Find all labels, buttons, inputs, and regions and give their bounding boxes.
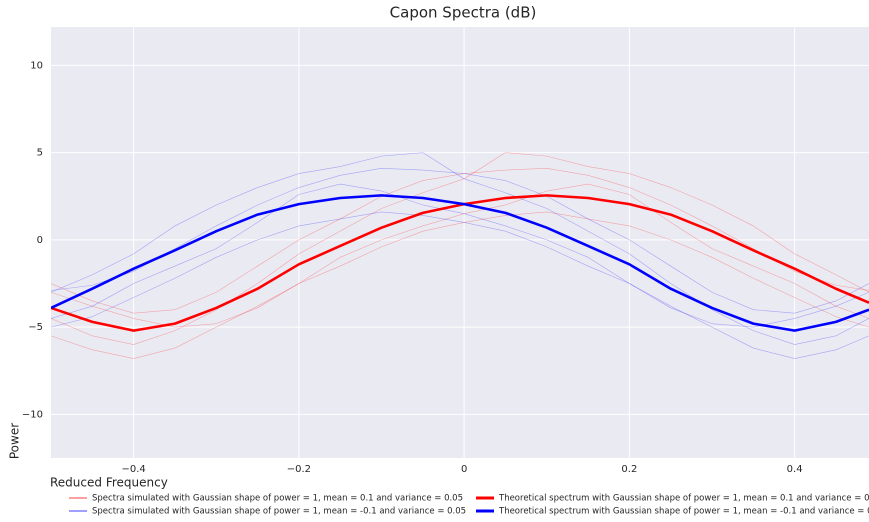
x-tick-label: −0.2: [287, 464, 311, 475]
y-tick-label: 0: [37, 235, 43, 246]
series-line: [51, 211, 869, 359]
y-axis-label: Power: [8, 423, 22, 459]
series-line: [51, 168, 869, 314]
x-tick-label: 0: [461, 464, 467, 475]
series-line: [51, 183, 869, 328]
plot-area: [51, 27, 869, 458]
x-axis-label: Reduced Frequency: [50, 476, 168, 490]
legend-label: Spectra simulated with Gaussian shape of…: [92, 507, 466, 517]
series-line: [51, 183, 869, 328]
series-line: [51, 211, 869, 359]
legend-label: Theoretical spectrum with Gaussian shape…: [498, 494, 869, 504]
y-tick-label: −5: [28, 322, 43, 333]
y-tick-label: 10: [30, 60, 43, 71]
legend-label: Spectra simulated with Gaussian shape of…: [92, 494, 463, 504]
series-line: [51, 152, 869, 345]
legend: Spectra simulated with Gaussian shape of…: [69, 494, 869, 517]
plot-lines: [51, 152, 869, 359]
x-tick-label: 0.4: [787, 464, 803, 475]
y-tick-label: −10: [22, 409, 43, 420]
legend-label: Theoretical spectrum with Gaussian shape…: [498, 507, 869, 517]
grid: [51, 27, 869, 458]
series-line: [51, 152, 869, 345]
x-tick-label: 0.2: [621, 464, 637, 475]
x-tick-label: −0.4: [121, 464, 145, 475]
chart-title: Capon Spectra (dB): [390, 4, 537, 22]
y-tick-label: 5: [37, 148, 43, 159]
series-line: [51, 168, 869, 314]
series-line: [51, 194, 869, 332]
